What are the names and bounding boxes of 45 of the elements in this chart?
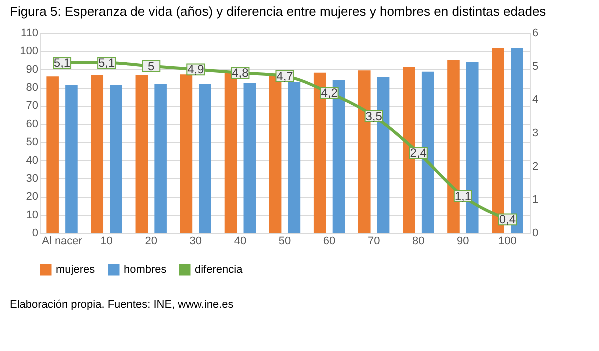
- x-tick-label: 40: [234, 236, 247, 248]
- y2-tick-label: 4: [532, 94, 539, 106]
- x-tick-label: 90: [457, 236, 470, 248]
- bar: [244, 83, 256, 233]
- text: Elaboración propia. Fuentes: INE, www.ine.es: [10, 299, 234, 311]
- y2-tick-label: 1: [532, 194, 539, 206]
- y-tick-label: 20: [26, 191, 38, 204]
- x-tick-label: 70: [368, 236, 380, 248]
- y-tick-label: 80: [26, 82, 38, 94]
- bar: [154, 84, 167, 233]
- y2-tick-label: 3: [532, 128, 539, 140]
- chart-title: Figura 5: Esperanza de vida (años) y diferencia entre mujeres y hombres en distintas edades: [10, 4, 547, 19]
- y-tick-label: 30: [26, 172, 38, 185]
- bar: [110, 85, 122, 233]
- y-tick-label: 40: [26, 154, 38, 167]
- y-tick-label: 90: [26, 64, 38, 76]
- bar: [288, 82, 301, 233]
- bar: [199, 84, 212, 233]
- y-tick-label: 0: [32, 228, 38, 240]
- x-tick-label: Al nacer: [42, 236, 83, 248]
- y-tick-label: 100: [20, 46, 38, 58]
- y-tick-label: 10: [26, 209, 38, 222]
- legend-label: diferencia: [195, 264, 244, 276]
- y-tick-label: 70: [26, 100, 38, 112]
- y2-tick-label: 6: [532, 28, 539, 40]
- bar: [180, 74, 193, 233]
- bar: [46, 76, 59, 233]
- legend-label: mujeres: [56, 264, 96, 276]
- y-tick-label: 110: [20, 28, 38, 40]
- bar: [91, 76, 104, 233]
- x-tick-label: 10: [100, 236, 113, 248]
- y2-tick-label: 2: [532, 160, 539, 173]
- x-tick-label: 100: [498, 236, 517, 248]
- x-tick-label: 30: [190, 236, 202, 248]
- legend-label: hombres: [124, 264, 168, 276]
- x-tick-label: 60: [323, 236, 336, 248]
- y2-tick-label: 5: [532, 60, 539, 73]
- bar: [66, 85, 78, 233]
- y-tick-label: 60: [26, 118, 38, 130]
- x-tick-label: 20: [145, 236, 158, 248]
- y2-tick-label: 0: [532, 228, 539, 240]
- y-tick-label: 50: [26, 136, 38, 149]
- x-tick-label: 50: [278, 236, 292, 248]
- bar: [136, 76, 148, 233]
- x-tick-label: 80: [412, 236, 425, 248]
